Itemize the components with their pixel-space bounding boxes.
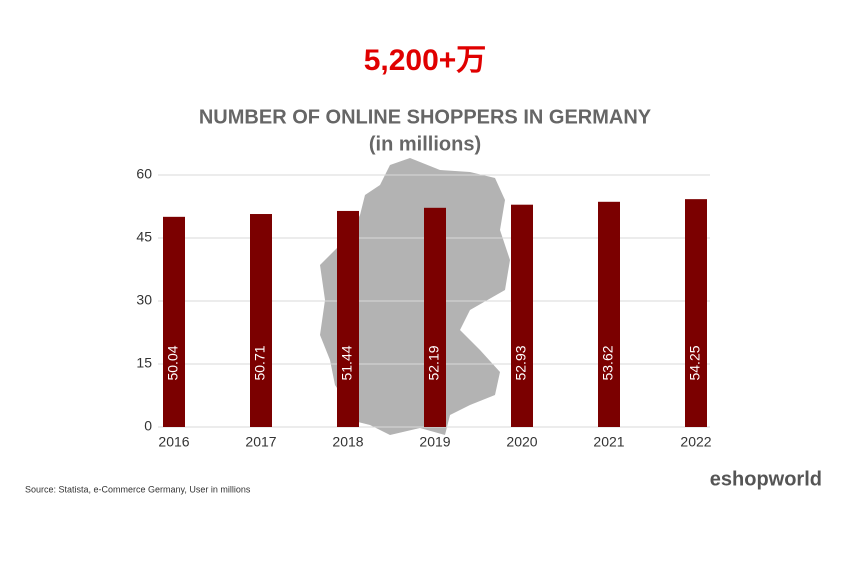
germany-map (320, 158, 510, 435)
value-label: 52.19 (426, 345, 442, 380)
bar (685, 199, 707, 427)
y-tick-label: 15 (136, 355, 152, 371)
logo: eshopworld (710, 468, 822, 490)
x-tick-label: 2019 (419, 434, 450, 450)
bar (598, 201, 620, 427)
value-label: 52.93 (513, 345, 529, 380)
bar (424, 207, 446, 427)
value-label: 51.44 (339, 345, 355, 380)
bar (511, 204, 533, 427)
value-label: 54.25 (687, 345, 703, 380)
x-tick-label: 2021 (593, 434, 624, 450)
bar (337, 210, 359, 427)
x-tick-label: 2016 (158, 434, 189, 450)
x-tick-label: 2020 (506, 434, 537, 450)
bar (163, 216, 185, 427)
headline: 5,200+万 (364, 44, 487, 77)
x-tick-label: 2018 (332, 434, 363, 450)
y-tick-label: 45 (136, 229, 152, 245)
value-label: 50.04 (165, 345, 181, 380)
source-note: Source: Statista, e-Commerce Germany, Us… (25, 484, 251, 494)
x-tick-label: 2017 (245, 434, 276, 450)
chart-subtitle: (in millions) (369, 133, 481, 155)
y-tick-label: 30 (136, 292, 152, 308)
y-tick-label: 60 (136, 166, 152, 182)
bar (250, 214, 272, 427)
x-tick-label: 2022 (680, 434, 711, 450)
value-label: 53.62 (600, 345, 616, 380)
y-tick-label: 0 (144, 418, 152, 434)
value-label: 50.71 (252, 345, 268, 380)
chart-title: NUMBER OF ONLINE SHOPPERS IN GERMANY (199, 106, 652, 128)
